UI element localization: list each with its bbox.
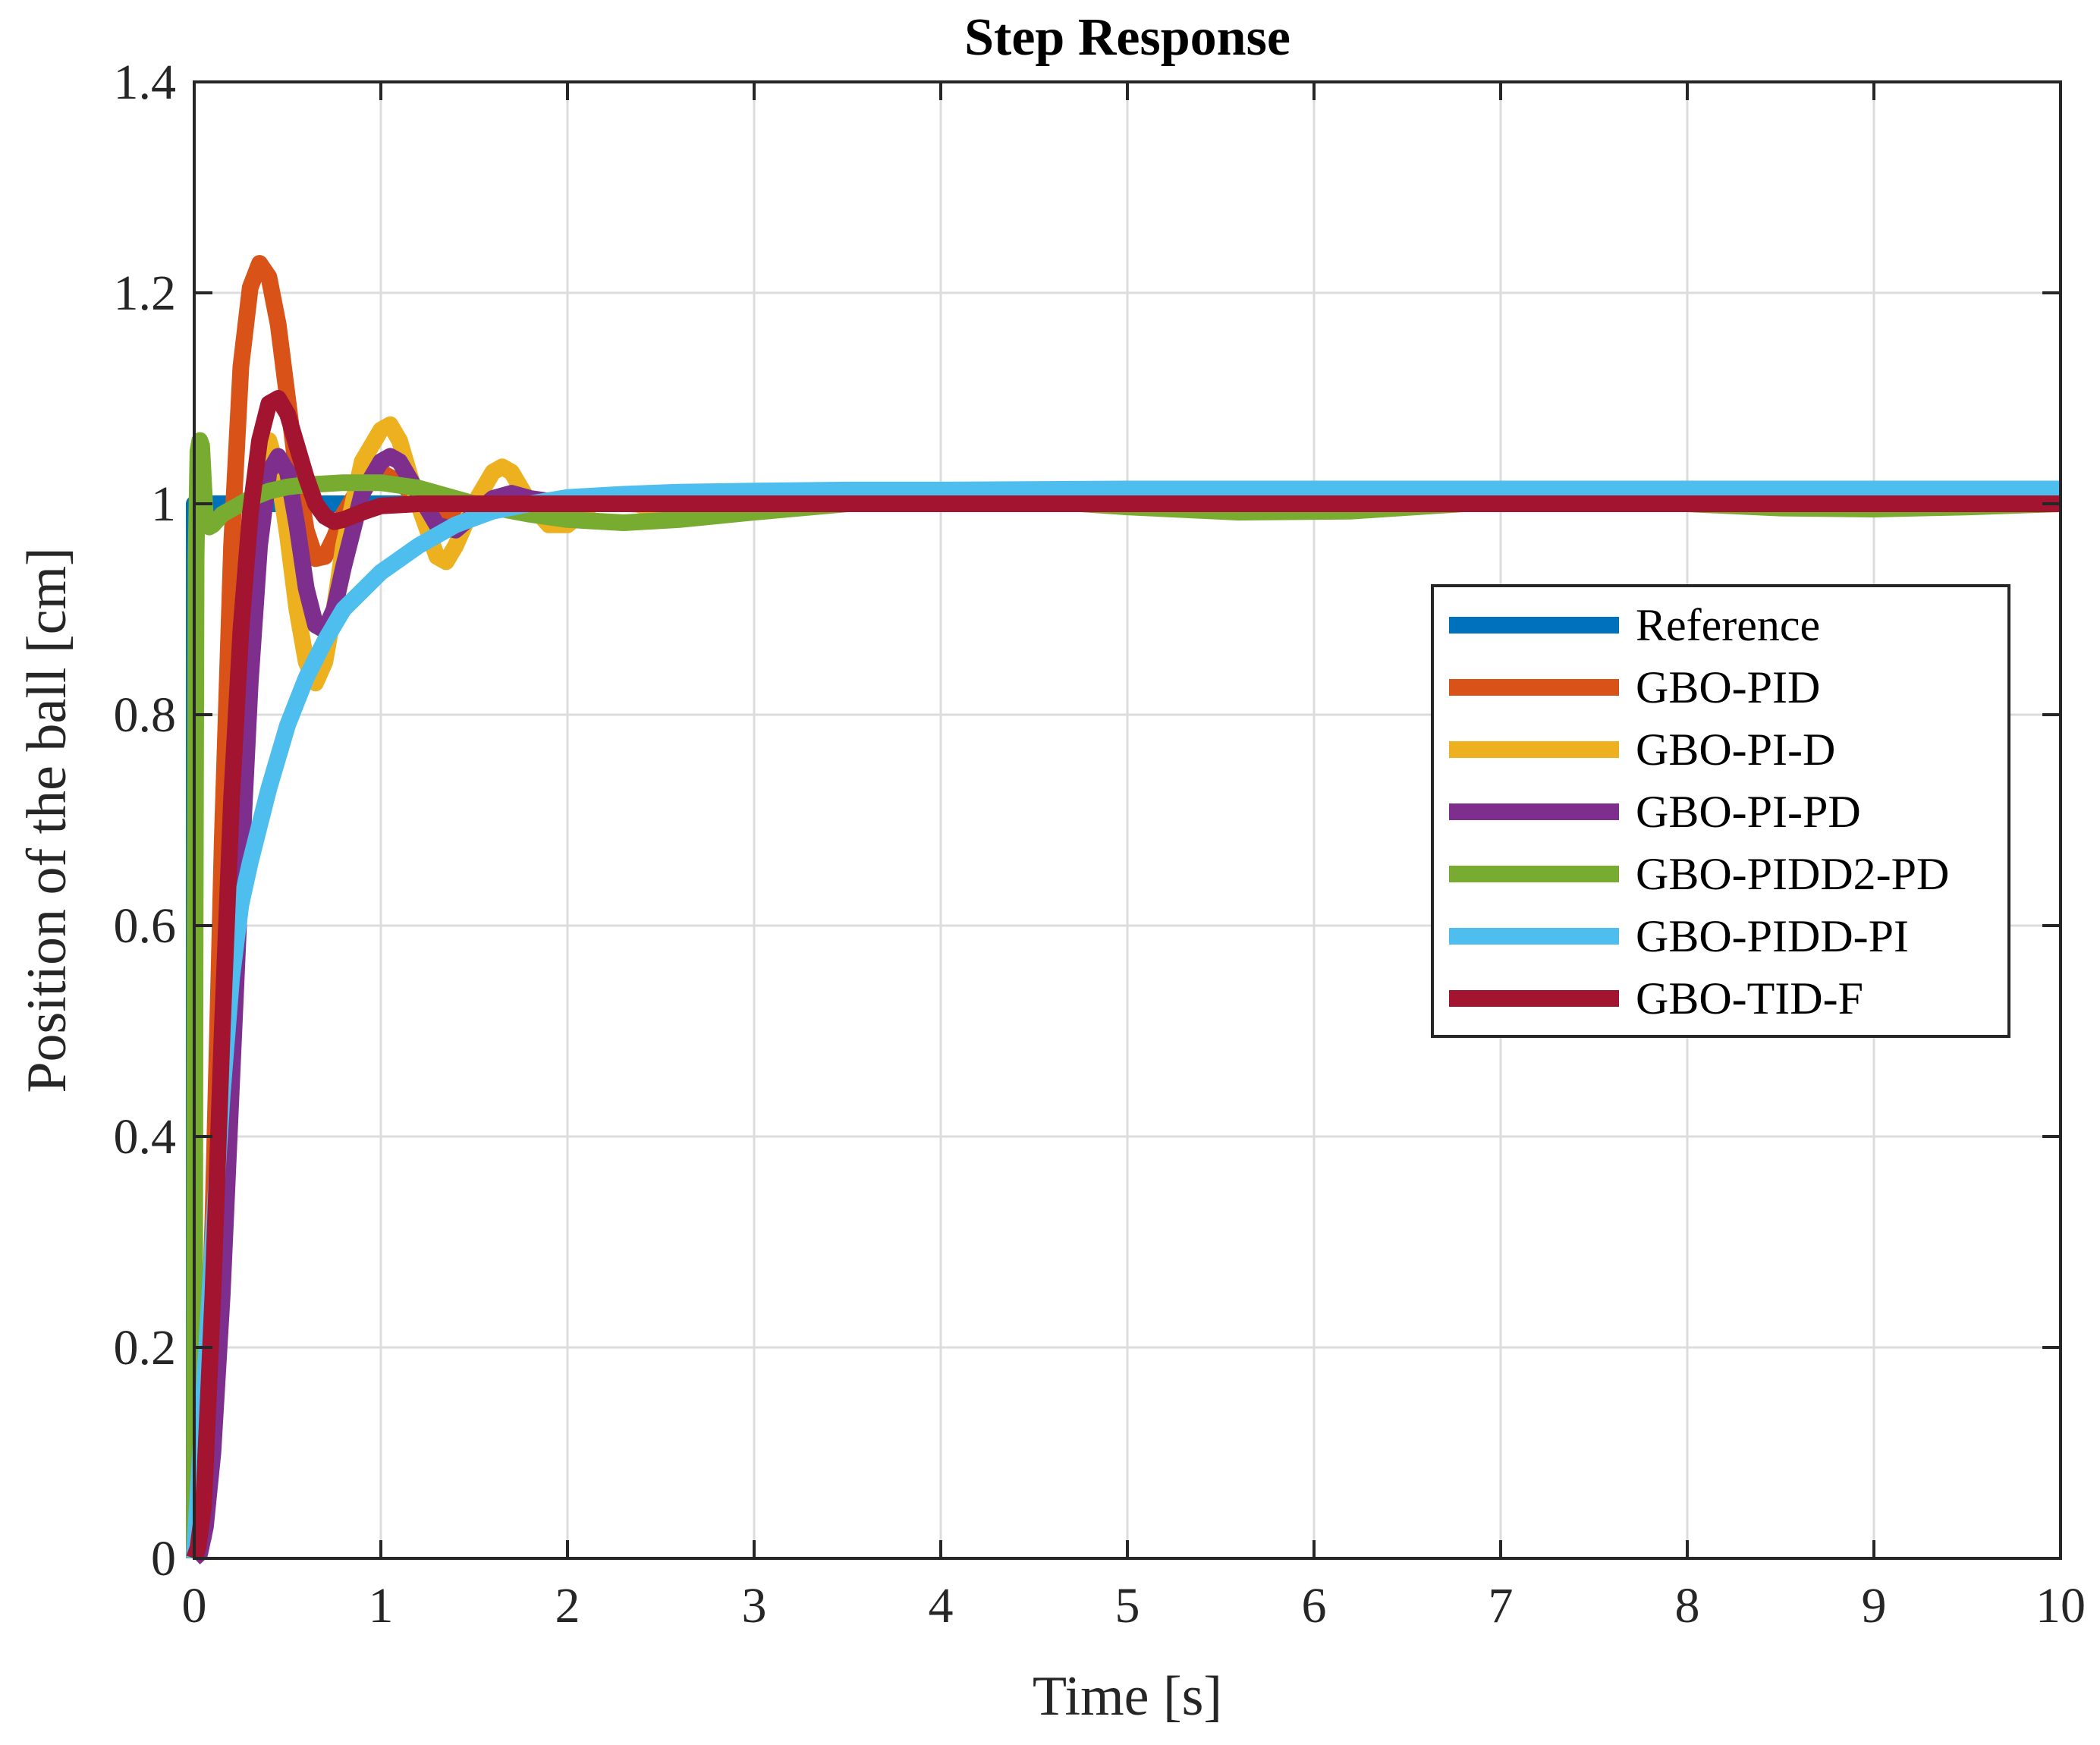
x-tick-label: 0 — [182, 1578, 207, 1633]
series-line-gbo-tid-f — [186, 390, 2061, 1561]
y-axis-label: Position of the ball [cm] — [16, 547, 78, 1093]
y-tick-label: 0.8 — [114, 687, 177, 743]
y-tick-label: 0.2 — [114, 1320, 177, 1376]
x-tick-label: 4 — [929, 1578, 954, 1633]
legend-label-gbo-pidd-pi: GBO-PIDD-PI — [1636, 911, 1909, 961]
x-tick-label: 8 — [1675, 1578, 1700, 1633]
legend-label-reference: Reference — [1636, 600, 1820, 650]
chart-title: Step Response — [964, 8, 1290, 67]
x-tick-label: 5 — [1115, 1578, 1140, 1633]
legend: Reference GBO-PID GBO-PI-D GBO-PI-PD GBO-PID… — [1431, 584, 2010, 1038]
y-tick-label: 0 — [151, 1531, 176, 1586]
x-tick-label: 10 — [2036, 1578, 2086, 1633]
x-tick-label: 6 — [1302, 1578, 1327, 1633]
tick-marks — [193, 80, 2062, 1560]
y-tick-label: 1.4 — [114, 55, 177, 110]
series-line-gbo-pidd-pi — [186, 480, 2061, 1559]
x-axis-label: Time [s] — [1033, 1665, 1222, 1728]
y-tick-label: 1 — [151, 476, 176, 532]
legend-label-gbo-pid: GBO-PID — [1636, 662, 1820, 712]
legend-label-gbo-pidd2-pd: GBO-PIDD2-PD — [1636, 849, 1949, 899]
y-tick-label: 1.2 — [114, 266, 177, 321]
legend-label-gbo-pi-d: GBO-PI-D — [1636, 725, 1835, 775]
x-tick-label: 7 — [1489, 1578, 1514, 1633]
x-tick-label: 2 — [555, 1578, 580, 1633]
tick-labels: 0 1 2 3 4 5 6 7 8 9 10 0 0.2 0.4 0.6 0.8 1 1.2 1.4 — [114, 55, 2086, 1633]
legend-label-gbo-pi-pd: GBO-PI-PD — [1636, 787, 1861, 837]
y-tick-label: 0.6 — [114, 898, 177, 954]
y-tick-label: 0.4 — [114, 1109, 177, 1165]
x-tick-label: 1 — [369, 1578, 394, 1633]
x-tick-label: 9 — [1862, 1578, 1887, 1633]
legend-label-gbo-tid-f: GBO-TID-F — [1636, 973, 1863, 1023]
x-tick-label: 3 — [742, 1578, 767, 1633]
